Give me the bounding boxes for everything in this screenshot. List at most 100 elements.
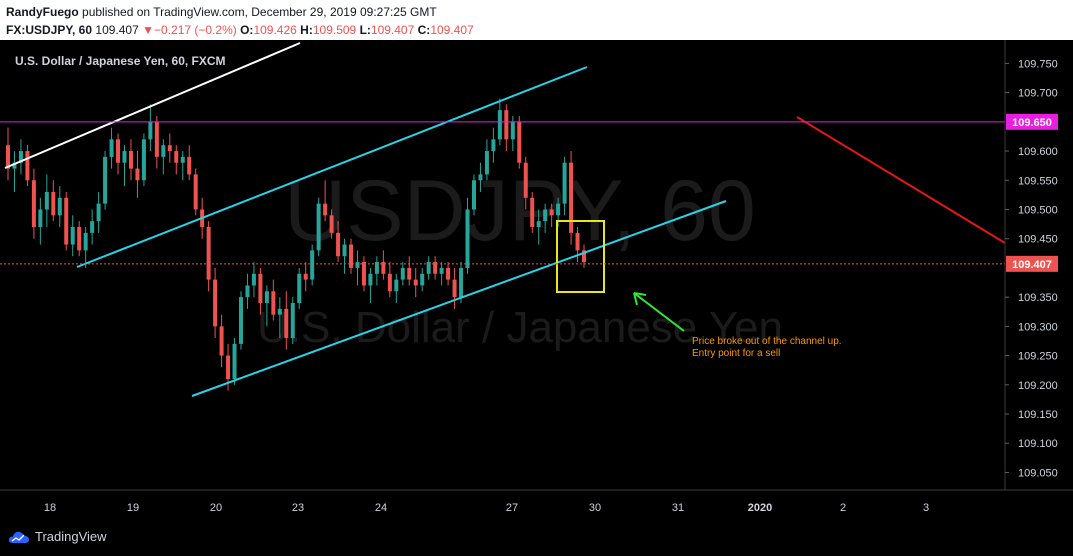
open-value: 109.426	[253, 23, 297, 37]
x-tick-label: 31	[672, 502, 684, 514]
candle-body	[387, 273, 392, 292]
candle-body	[180, 156, 185, 163]
candle-body	[394, 279, 399, 292]
arrow-shaft[interactable]	[633, 292, 685, 332]
candle-body	[329, 215, 334, 233]
footer-bar: TradingView	[0, 520, 1073, 556]
change-value: −0.217 (−0.2%)	[154, 23, 237, 37]
candle-body	[303, 273, 308, 280]
high-label: H:	[300, 23, 313, 37]
candle-body	[96, 203, 101, 222]
candle-body	[31, 180, 36, 228]
x-tick-label: 20	[210, 502, 222, 514]
watermark: USDJPY, 60 U.S. Dollar / Japanese Yen	[257, 163, 783, 352]
candle-body	[116, 139, 121, 163]
candle-body	[459, 267, 464, 298]
candle-body	[349, 244, 354, 268]
candle-body	[258, 273, 263, 303]
y-tick-label: 109.050	[1018, 467, 1058, 479]
candle-body	[517, 121, 522, 163]
candle-body	[213, 279, 218, 327]
candle-body	[206, 227, 211, 280]
candle-body	[245, 285, 250, 298]
y-tick-label: 109.450	[1018, 234, 1058, 246]
candle-body	[187, 156, 192, 175]
candle-body	[44, 191, 49, 210]
symbol-label[interactable]: FX:USDJPY, 60	[6, 23, 93, 37]
candle-body	[368, 273, 373, 286]
candle-body	[484, 151, 489, 175]
price-chart[interactable]: USDJPY, 60 U.S. Dollar / Japanese Yen Pr…	[0, 40, 1073, 520]
price-levels	[0, 121, 1005, 265]
author-name[interactable]: RandyFuego	[6, 5, 79, 19]
y-tick-label: 109.250	[1018, 351, 1058, 363]
candle-body	[536, 221, 541, 228]
time-axis[interactable]: 18 19 20 23 24 27 30 31 2020 2 3	[44, 502, 929, 514]
channel-upper-line[interactable]	[76, 66, 588, 268]
candle-body	[310, 250, 315, 280]
close-value: 109.407	[430, 23, 474, 37]
watermark-symbol: USDJPY, 60	[284, 163, 756, 259]
chart-title: U.S. Dollar / Japanese Yen, 60, FXCM	[15, 54, 226, 68]
annotation-line-2[interactable]: Entry point for a sell	[692, 348, 780, 359]
trendline-white[interactable]	[4, 42, 301, 169]
candles-layer	[6, 98, 586, 391]
candle-body	[70, 227, 75, 245]
candle-body	[342, 244, 347, 257]
tradingview-cloud-icon	[8, 531, 29, 543]
candle-body	[77, 227, 82, 251]
candle-body	[407, 267, 412, 280]
candle-body	[193, 174, 198, 210]
candle-body	[12, 162, 17, 169]
y-tick-label: 109.350	[1018, 292, 1058, 304]
watermark-name: U.S. Dollar / Japanese Yen	[257, 303, 783, 352]
candle-body	[90, 221, 95, 233]
price-level-tag: 109.650	[1012, 117, 1052, 129]
chart-header: RandyFuego published on TradingView.com,…	[0, 0, 1073, 40]
candle-body	[575, 232, 580, 251]
price-level-tag-bg	[1006, 255, 1058, 272]
close-label: C:	[417, 23, 431, 37]
candle-body	[290, 302, 295, 339]
candle-body	[510, 121, 515, 140]
candle-body	[361, 262, 366, 286]
candle-body	[122, 151, 127, 163]
low-value: 109.407	[370, 23, 415, 37]
published-text: published on TradingView.com, December 2…	[82, 5, 437, 19]
trendline-red[interactable]	[796, 116, 1006, 244]
channel-lower-line[interactable]	[191, 200, 727, 397]
candle-body	[556, 203, 561, 216]
annotation-line-1[interactable]: Price broke out of the channel up.	[692, 336, 842, 347]
candle-body	[128, 151, 133, 169]
candle-body	[420, 273, 425, 286]
high-value: 109.509	[312, 23, 357, 37]
candle-body	[562, 162, 567, 204]
candle-body	[284, 308, 289, 339]
candle-body	[582, 250, 586, 263]
price-level-tags: 109.650 109.407	[1006, 113, 1058, 272]
candle-body	[549, 209, 554, 216]
candle-body	[569, 162, 574, 233]
candle-body	[103, 156, 108, 204]
candle-body	[381, 262, 386, 274]
entry-zone-box[interactable]	[556, 220, 605, 293]
tradingview-logo[interactable]: TradingView	[8, 529, 107, 544]
candle-body	[18, 151, 23, 163]
candle-body	[523, 162, 528, 198]
ohlc-bar: FX:USDJPY, 60 109.407 ▼−0.217 (−0.2%) O:…	[6, 23, 474, 37]
price-axis[interactable]: 109.750 109.700 109.600 109.550 109.500 109.4…	[1005, 58, 1058, 479]
candle-body	[530, 197, 535, 228]
publish-info: RandyFuego published on TradingView.com,…	[6, 5, 437, 19]
candle-body	[504, 110, 509, 140]
price-level-tag: 109.407	[1012, 259, 1052, 271]
candle-body	[141, 139, 146, 181]
candle-body	[232, 343, 237, 379]
candle-body	[297, 273, 302, 303]
candle-body	[167, 145, 172, 152]
x-tick-label: 30	[589, 502, 601, 514]
x-tick-label: 2020	[748, 502, 772, 514]
y-tick-label: 109.100	[1018, 438, 1058, 450]
x-tick-label: 2	[840, 502, 846, 514]
candle-body	[478, 174, 483, 181]
candle-body	[433, 262, 438, 274]
